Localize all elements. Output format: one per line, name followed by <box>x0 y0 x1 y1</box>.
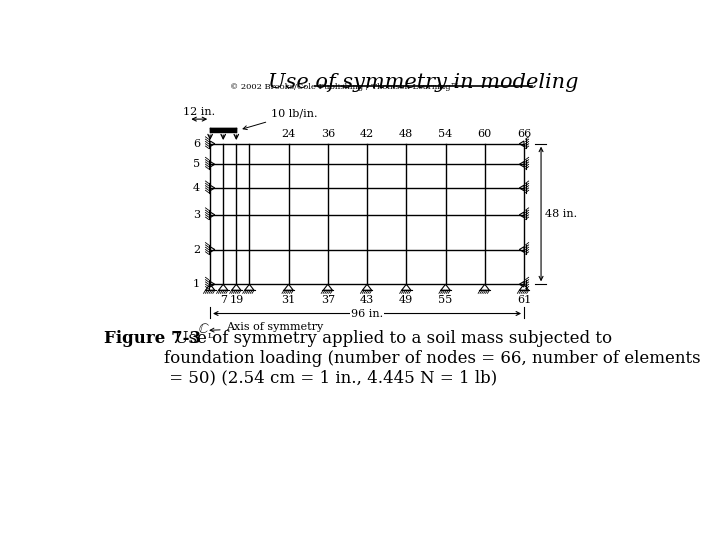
Text: 7: 7 <box>220 295 227 305</box>
Text: Use of symmetry in modeling: Use of symmetry in modeling <box>268 72 578 91</box>
Text: Use of symmetry applied to a soil mass subjected to
foundation loading (number o: Use of symmetry applied to a soil mass s… <box>164 330 701 387</box>
Text: Axis of symmetry: Axis of symmetry <box>210 322 323 333</box>
Text: 96 in.: 96 in. <box>351 308 383 319</box>
Text: 1: 1 <box>193 279 200 289</box>
Text: 61: 61 <box>517 295 531 305</box>
Text: L: L <box>208 332 213 340</box>
Text: 36: 36 <box>320 129 335 139</box>
Text: 31: 31 <box>282 295 296 305</box>
Text: 55: 55 <box>438 295 453 305</box>
Text: 37: 37 <box>321 295 335 305</box>
Text: © 2002 Brooks/Cole Publishing / Thomson Learning™: © 2002 Brooks/Cole Publishing / Thomson … <box>230 83 459 91</box>
Text: 66: 66 <box>517 129 531 139</box>
Text: 10 lb/in.: 10 lb/in. <box>243 109 318 130</box>
Text: 43: 43 <box>360 295 374 305</box>
Text: 12 in.: 12 in. <box>183 107 215 117</box>
Text: 49: 49 <box>399 295 413 305</box>
Text: 2: 2 <box>193 245 200 254</box>
Text: Figure 7-3: Figure 7-3 <box>104 330 201 347</box>
Text: 54: 54 <box>438 129 453 139</box>
Text: 24: 24 <box>282 129 296 139</box>
Text: 4: 4 <box>193 183 200 193</box>
Text: 48: 48 <box>399 129 413 139</box>
Text: 5: 5 <box>193 159 200 169</box>
Text: 3: 3 <box>193 210 200 220</box>
Text: 48 in.: 48 in. <box>545 209 577 219</box>
Text: 42: 42 <box>360 129 374 139</box>
Text: 19: 19 <box>229 295 243 305</box>
Text: $\mathbb{C}$: $\mathbb{C}$ <box>198 322 210 336</box>
Text: 6: 6 <box>193 139 200 148</box>
Text: 60: 60 <box>477 129 492 139</box>
